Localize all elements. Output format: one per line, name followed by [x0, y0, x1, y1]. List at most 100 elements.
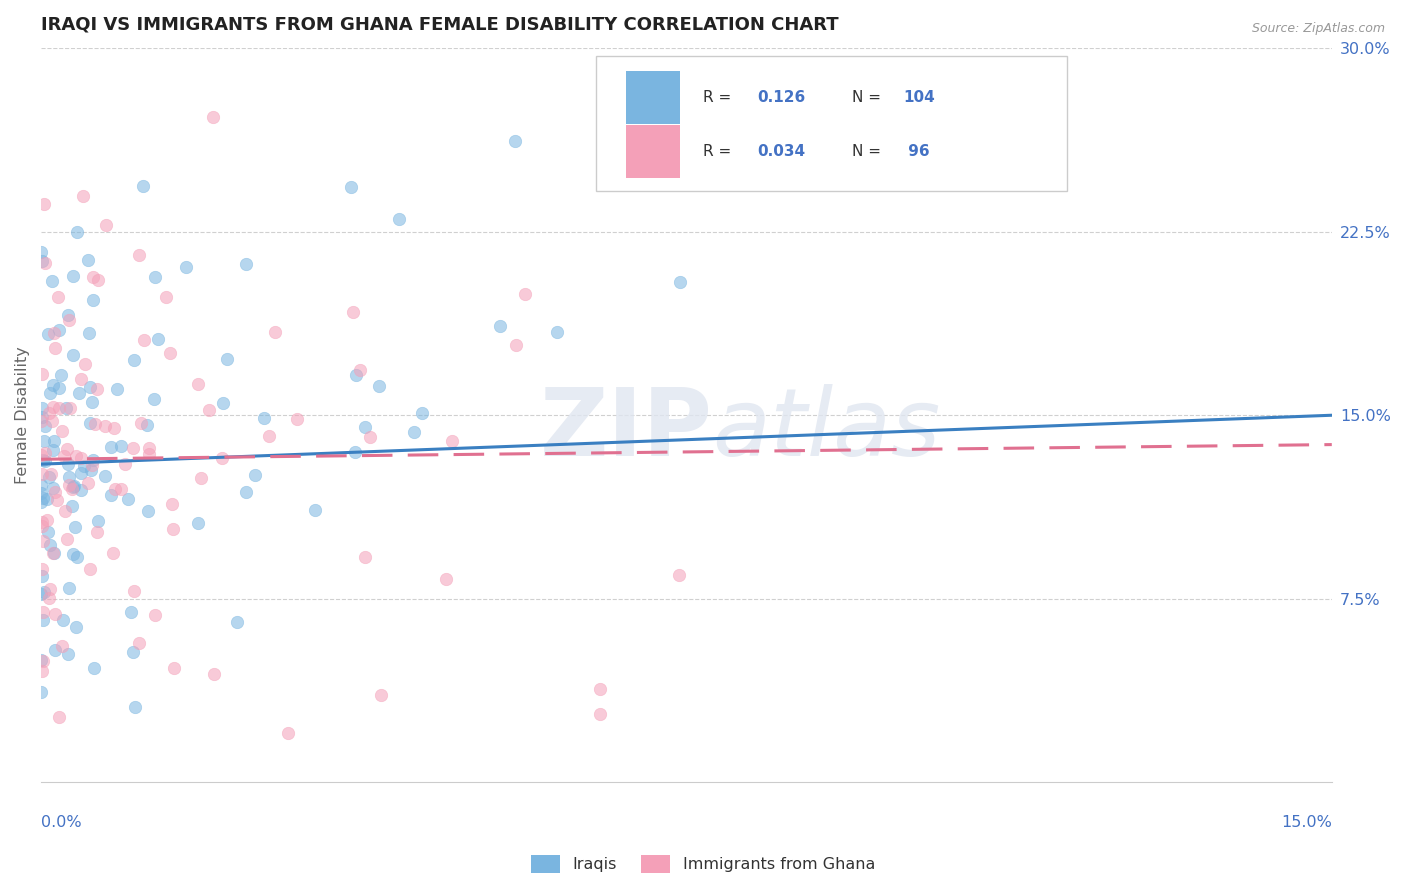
Point: [65, 449, 87, 463]
Point: [72, 458, 94, 473]
Point: [513, 287, 536, 301]
Point: [187, 377, 209, 392]
Point: [264, 326, 287, 340]
Point: [82, 293, 104, 308]
Point: [62, 480, 84, 494]
Point: [62, 268, 84, 283]
Point: [30, 495, 52, 509]
Point: [53, 504, 76, 518]
Point: [503, 135, 526, 149]
Point: [55, 532, 77, 546]
Point: [58, 312, 80, 326]
Point: [128, 636, 150, 650]
Point: [114, 458, 136, 472]
Point: [100, 488, 122, 502]
Point: [162, 497, 184, 511]
Point: [42, 443, 65, 458]
Point: [589, 682, 612, 697]
Point: [60, 482, 83, 496]
Point: [117, 491, 139, 506]
Point: [39, 467, 62, 482]
Point: [257, 429, 280, 443]
Point: [38, 591, 60, 605]
Point: [30, 413, 52, 427]
Point: [86, 524, 108, 539]
Point: [349, 362, 371, 376]
Point: [30, 685, 52, 699]
Point: [39, 582, 62, 597]
Point: [30, 245, 52, 260]
Point: [79, 562, 101, 576]
Point: [614, 115, 637, 129]
Point: [34, 446, 56, 460]
Point: [37, 327, 59, 342]
Point: [94, 468, 117, 483]
Point: [215, 351, 238, 366]
Point: [32, 654, 55, 668]
Point: [354, 549, 377, 564]
FancyBboxPatch shape: [626, 71, 681, 124]
Point: [105, 382, 128, 396]
Point: [129, 416, 152, 430]
Point: [589, 706, 612, 721]
Point: [277, 726, 299, 740]
Point: [30, 586, 52, 600]
Point: [163, 661, 186, 675]
Text: Source: ZipAtlas.com: Source: ZipAtlas.com: [1251, 22, 1385, 36]
Point: [359, 429, 381, 443]
Point: [37, 513, 59, 527]
Point: [58, 401, 80, 416]
Point: [146, 332, 169, 346]
Text: atlas: atlas: [713, 384, 941, 475]
Text: N =: N =: [852, 90, 880, 105]
Text: 0.034: 0.034: [758, 144, 806, 159]
Point: [42, 546, 65, 560]
Point: [56, 647, 79, 661]
Point: [31, 519, 53, 533]
Point: [190, 471, 212, 485]
Point: [30, 652, 52, 666]
Point: [48, 710, 70, 724]
Point: [34, 255, 56, 269]
Point: [344, 368, 367, 383]
Point: [66, 225, 89, 239]
Point: [56, 308, 79, 322]
Point: [143, 270, 166, 285]
Point: [80, 463, 103, 477]
Point: [103, 421, 125, 435]
Point: [31, 467, 53, 482]
Point: [101, 546, 124, 560]
Text: N =: N =: [852, 144, 880, 159]
Point: [143, 607, 166, 622]
Text: R =: R =: [703, 90, 731, 105]
Point: [84, 417, 107, 432]
Point: [31, 569, 53, 583]
Point: [42, 378, 65, 392]
Point: [211, 396, 233, 410]
Point: [344, 444, 367, 458]
Point: [34, 197, 56, 211]
Point: [155, 290, 177, 304]
Point: [39, 385, 62, 400]
Point: [58, 478, 80, 492]
Point: [124, 584, 146, 599]
Point: [62, 348, 84, 362]
Point: [66, 550, 89, 565]
Point: [122, 353, 145, 368]
Point: [94, 218, 117, 232]
Point: [31, 453, 53, 467]
Point: [124, 700, 146, 714]
Point: [48, 401, 70, 416]
Text: 0.126: 0.126: [758, 90, 806, 105]
Point: [79, 380, 101, 394]
Point: [32, 606, 55, 620]
Point: [51, 424, 73, 438]
Point: [79, 416, 101, 430]
Point: [82, 453, 104, 467]
Point: [225, 615, 247, 630]
Point: [132, 333, 155, 347]
Text: IRAQI VS IMMIGRANTS FROM GHANA FEMALE DISABILITY CORRELATION CHART: IRAQI VS IMMIGRANTS FROM GHANA FEMALE DI…: [41, 15, 839, 33]
Point: [58, 581, 80, 595]
Text: 104: 104: [903, 90, 935, 105]
Point: [434, 572, 457, 586]
